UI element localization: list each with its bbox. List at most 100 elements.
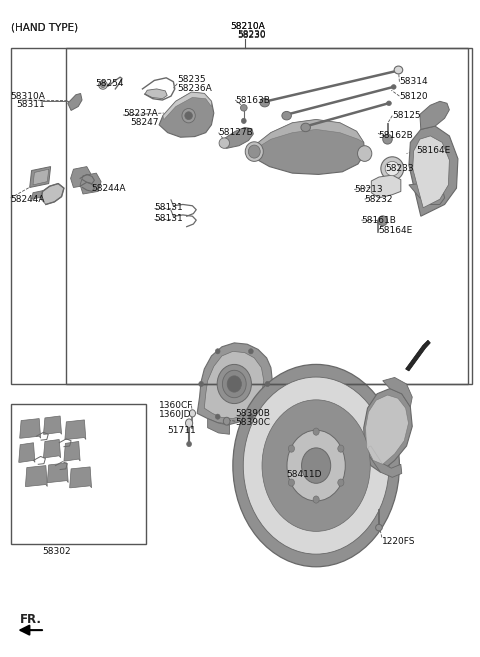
Text: 51711: 51711 bbox=[168, 426, 196, 435]
Polygon shape bbox=[44, 440, 60, 458]
Text: (HAND TYPE): (HAND TYPE) bbox=[11, 23, 78, 33]
Text: 58237A: 58237A bbox=[123, 108, 158, 118]
Ellipse shape bbox=[241, 118, 246, 124]
Polygon shape bbox=[159, 92, 214, 137]
Polygon shape bbox=[406, 340, 431, 371]
Ellipse shape bbox=[249, 349, 253, 354]
Polygon shape bbox=[254, 120, 364, 149]
Text: 58390B: 58390B bbox=[235, 409, 270, 418]
Polygon shape bbox=[163, 92, 212, 120]
Text: 58247: 58247 bbox=[131, 118, 159, 127]
Polygon shape bbox=[70, 467, 92, 487]
Text: 58244A: 58244A bbox=[11, 194, 45, 204]
Polygon shape bbox=[25, 466, 48, 486]
Ellipse shape bbox=[217, 365, 252, 403]
Polygon shape bbox=[420, 101, 449, 129]
Ellipse shape bbox=[189, 410, 195, 417]
Text: 58164E: 58164E bbox=[416, 147, 450, 156]
Ellipse shape bbox=[282, 112, 291, 120]
Text: 58236A: 58236A bbox=[177, 83, 212, 93]
Text: 58254: 58254 bbox=[96, 79, 124, 88]
Ellipse shape bbox=[385, 162, 399, 175]
Text: 58131: 58131 bbox=[155, 214, 183, 223]
Polygon shape bbox=[409, 126, 458, 216]
Ellipse shape bbox=[313, 428, 319, 435]
Ellipse shape bbox=[391, 85, 396, 89]
Ellipse shape bbox=[378, 216, 387, 225]
Text: 58164E: 58164E bbox=[378, 226, 412, 235]
Polygon shape bbox=[220, 127, 253, 148]
Ellipse shape bbox=[223, 417, 230, 425]
Text: 1360CF: 1360CF bbox=[159, 401, 193, 410]
Polygon shape bbox=[208, 419, 229, 434]
Text: 58230: 58230 bbox=[238, 31, 266, 40]
Ellipse shape bbox=[338, 479, 344, 486]
Text: 58210A: 58210A bbox=[230, 22, 265, 32]
Text: 1220FS: 1220FS bbox=[382, 537, 415, 547]
Text: 58235: 58235 bbox=[177, 75, 206, 83]
Polygon shape bbox=[19, 443, 35, 463]
Text: 58131: 58131 bbox=[155, 203, 183, 212]
Text: 58311: 58311 bbox=[16, 100, 45, 109]
Ellipse shape bbox=[216, 349, 220, 354]
Text: 58213: 58213 bbox=[354, 185, 383, 194]
Ellipse shape bbox=[394, 66, 403, 74]
Text: 1360JD: 1360JD bbox=[159, 410, 192, 419]
Polygon shape bbox=[41, 183, 64, 204]
Ellipse shape bbox=[182, 108, 195, 123]
Text: 58127B: 58127B bbox=[218, 128, 253, 137]
Polygon shape bbox=[253, 120, 365, 174]
Ellipse shape bbox=[222, 371, 246, 397]
Ellipse shape bbox=[338, 445, 344, 452]
Ellipse shape bbox=[383, 134, 392, 144]
Ellipse shape bbox=[249, 414, 253, 419]
Polygon shape bbox=[71, 167, 92, 187]
Text: 58302: 58302 bbox=[43, 547, 71, 556]
Ellipse shape bbox=[358, 146, 372, 162]
Bar bbox=[11, 48, 472, 384]
Ellipse shape bbox=[301, 123, 311, 131]
Polygon shape bbox=[145, 89, 167, 99]
Polygon shape bbox=[204, 351, 264, 419]
Text: 58314: 58314 bbox=[399, 78, 428, 86]
Polygon shape bbox=[68, 93, 82, 110]
Ellipse shape bbox=[262, 400, 370, 532]
Polygon shape bbox=[383, 378, 412, 407]
Text: 58161B: 58161B bbox=[361, 215, 396, 225]
Polygon shape bbox=[364, 388, 412, 472]
Ellipse shape bbox=[265, 381, 270, 386]
Text: 58310A: 58310A bbox=[11, 91, 46, 101]
Polygon shape bbox=[197, 343, 272, 424]
Polygon shape bbox=[80, 173, 101, 194]
Text: 58230: 58230 bbox=[238, 30, 266, 39]
Ellipse shape bbox=[185, 419, 192, 428]
Ellipse shape bbox=[240, 104, 247, 111]
Ellipse shape bbox=[386, 101, 391, 106]
Ellipse shape bbox=[260, 99, 269, 107]
Ellipse shape bbox=[245, 142, 264, 162]
Ellipse shape bbox=[287, 430, 345, 501]
Polygon shape bbox=[44, 416, 61, 434]
Text: (HAND TYPE): (HAND TYPE) bbox=[11, 23, 78, 33]
Text: 58233: 58233 bbox=[385, 164, 414, 173]
Ellipse shape bbox=[101, 82, 105, 87]
Text: 58390C: 58390C bbox=[235, 418, 270, 427]
Ellipse shape bbox=[185, 112, 192, 120]
Text: 58411D: 58411D bbox=[287, 470, 322, 479]
Text: 58162B: 58162B bbox=[378, 131, 413, 141]
Ellipse shape bbox=[99, 81, 107, 89]
Polygon shape bbox=[30, 167, 50, 187]
Bar bbox=[66, 48, 468, 384]
Text: FR.: FR. bbox=[20, 612, 42, 625]
Ellipse shape bbox=[248, 145, 260, 158]
Text: 58210A: 58210A bbox=[230, 22, 265, 32]
Text: 58120: 58120 bbox=[399, 91, 428, 101]
Ellipse shape bbox=[288, 445, 295, 452]
Ellipse shape bbox=[227, 376, 241, 392]
Polygon shape bbox=[65, 420, 86, 440]
Polygon shape bbox=[365, 446, 402, 478]
Polygon shape bbox=[32, 189, 51, 199]
Ellipse shape bbox=[199, 381, 204, 386]
Polygon shape bbox=[413, 136, 449, 208]
Polygon shape bbox=[20, 419, 41, 438]
